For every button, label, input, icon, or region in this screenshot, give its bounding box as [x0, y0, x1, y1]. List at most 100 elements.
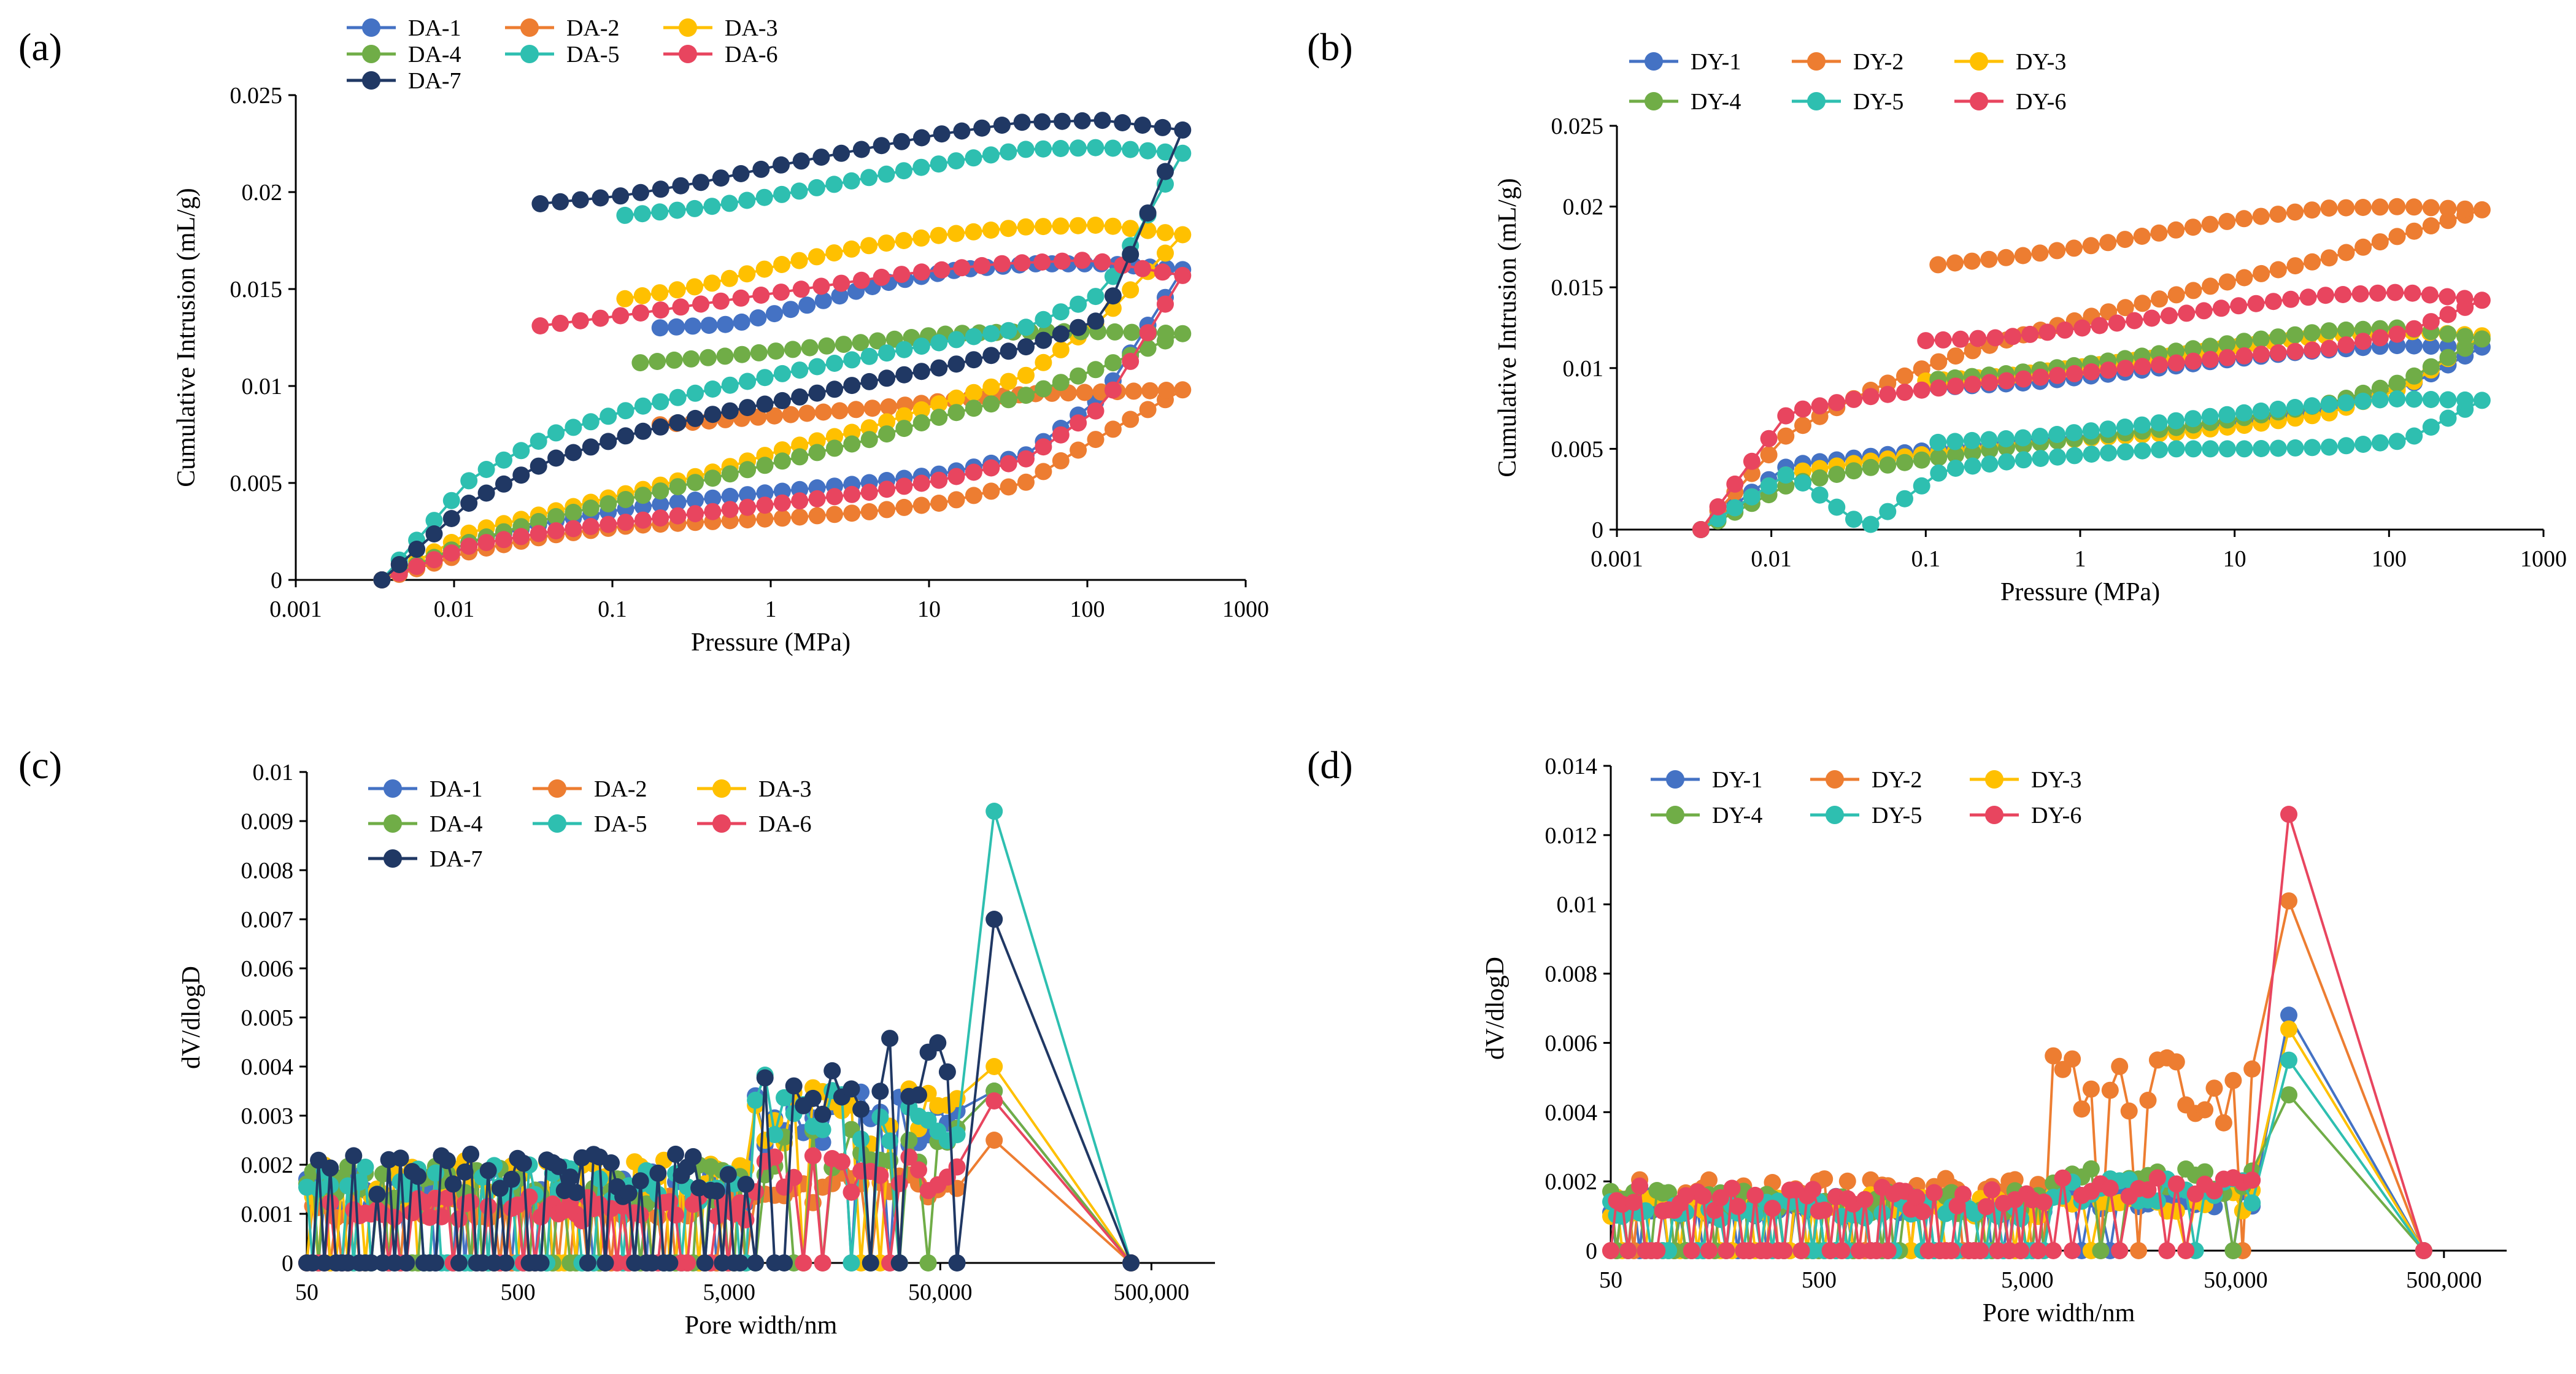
data-point-DY-6 — [1811, 397, 1829, 415]
data-point-DY-2 — [1946, 254, 1964, 272]
data-point-DA-7 — [460, 495, 478, 512]
data-point-DA-6 — [552, 314, 569, 332]
data-point-DY-6 — [2388, 325, 2406, 343]
data-point-DA-6 — [669, 507, 687, 525]
y-tick-label: 0.008 — [241, 858, 294, 884]
data-point-DY-2 — [2337, 199, 2355, 217]
data-point-DA-5 — [814, 1121, 831, 1138]
data-point-DA-5 — [721, 376, 739, 394]
data-point-DA-5 — [930, 155, 947, 173]
data-point-DY-2 — [2031, 244, 2049, 262]
data-point-DY-2 — [1794, 417, 1811, 434]
data-point-DA-3 — [1174, 226, 1192, 244]
data-point-DA-7 — [669, 414, 687, 431]
data-point-DY-5 — [2422, 419, 2440, 436]
data-point-DA-7 — [860, 372, 878, 390]
data-point-DA-6 — [708, 1207, 725, 1225]
data-point-DY-5 — [2243, 1194, 2261, 1212]
legend: DY-1 DY-2 DY-3 DY-4 DY-5 DY-6 — [1651, 767, 2081, 828]
data-point-DY-2 — [2151, 290, 2169, 308]
data-point-DY-4 — [1913, 451, 1930, 469]
data-point-DY-5 — [1811, 486, 1829, 504]
x-tick-label: 10 — [2223, 546, 2246, 572]
data-point-DA-7 — [592, 189, 609, 207]
data-point-DA-4 — [900, 1132, 918, 1149]
data-point-DA-3 — [616, 290, 634, 307]
y-tick-label: 0.008 — [1545, 962, 1598, 987]
data-point-DA-5 — [877, 165, 895, 183]
data-point-DA-5 — [1087, 139, 1105, 156]
data-point-DA-3 — [1017, 218, 1035, 236]
data-point-DA-7 — [561, 1168, 579, 1186]
data-point-DA-7 — [739, 399, 757, 417]
data-point-DY-6 — [2269, 344, 2287, 361]
data-point-DA-5 — [357, 1159, 374, 1176]
data-point-DY-2 — [2099, 234, 2117, 252]
data-point-DY-4 — [2196, 1163, 2214, 1181]
legend-marker-DY-1 — [1645, 52, 1663, 71]
data-point-DY-6 — [1986, 329, 2004, 347]
data-point-DA-7 — [1017, 338, 1035, 356]
legend-marker-DA-7 — [384, 849, 402, 868]
data-point-DA-6 — [1104, 381, 1122, 399]
data-point-DA-6 — [582, 518, 600, 535]
data-point-DA-5 — [1139, 142, 1157, 160]
data-point-DA-6 — [947, 468, 965, 485]
legend: DA-1 DA-2 DA-3 DA-4 DA-5 DA-6 DA-7 — [368, 776, 812, 872]
data-point-DY-2 — [1816, 1170, 1834, 1188]
data-point-DA-7 — [776, 1254, 793, 1272]
data-point-DY-5 — [2150, 414, 2168, 432]
data-point-DA-6 — [1157, 295, 1174, 313]
data-point-DA-6 — [433, 1208, 450, 1225]
data-point-DY-6 — [1760, 430, 1778, 447]
data-point-DA-5 — [687, 384, 704, 402]
data-point-DA-1 — [798, 296, 816, 314]
data-point-DA-5 — [878, 344, 896, 362]
legend-label-DA-5: DA-5 — [566, 42, 620, 68]
data-point-DA-6 — [1054, 252, 1071, 270]
data-point-DA-6 — [1133, 260, 1151, 277]
data-point-DA-7 — [704, 406, 722, 423]
data-point-DA-5 — [982, 325, 1000, 342]
data-point-DA-4 — [852, 334, 870, 352]
data-point-DA-6 — [1035, 438, 1052, 456]
data-point-DY-6 — [1913, 381, 1930, 399]
data-point-DA-6 — [408, 558, 426, 576]
legend-marker-DA-6 — [679, 45, 697, 63]
data-point-DY-5 — [2286, 399, 2304, 416]
data-point-DA-2 — [912, 496, 930, 514]
data-point-DA-7 — [1013, 114, 1031, 131]
data-point-DA-7 — [826, 380, 843, 398]
legend-label-DA-6: DA-6 — [758, 811, 812, 837]
data-point-DY-5 — [1981, 455, 1999, 473]
data-point-DA-2 — [843, 504, 861, 522]
data-point-DY-4 — [2337, 321, 2355, 339]
data-point-DY-6 — [2004, 328, 2021, 345]
data-point-DY-4 — [2224, 1242, 2242, 1259]
data-point-DY-6 — [1723, 1179, 1741, 1197]
data-point-DY-6 — [2253, 345, 2270, 363]
legend-label-DA-3: DA-3 — [758, 776, 812, 802]
data-point-DY-6 — [1619, 1242, 1637, 1259]
data-point-DY-6 — [2139, 1181, 2157, 1198]
series-DY-6 — [1692, 284, 2491, 538]
data-point-DY-2 — [1929, 256, 1947, 274]
data-point-DY-2 — [2252, 207, 2270, 225]
data-point-DA-6 — [442, 544, 460, 562]
data-point-DA-5 — [512, 442, 530, 460]
legend-marker-DA-3 — [679, 18, 697, 37]
data-point-DY-5 — [2422, 391, 2440, 408]
data-point-DY-5 — [2100, 444, 2118, 462]
data-point-DA-3 — [808, 248, 825, 266]
data-point-DY-2 — [1980, 250, 1998, 268]
data-point-DA-7 — [1093, 112, 1111, 129]
data-point-DA-5 — [826, 355, 843, 372]
data-point-DY-6 — [1602, 1242, 1619, 1259]
data-point-DA-6 — [993, 255, 1011, 272]
data-point-DA-1 — [749, 309, 767, 326]
data-point-DA-6 — [679, 1254, 696, 1272]
data-point-DY-5 — [2304, 439, 2321, 457]
data-point-DA-2 — [985, 1132, 1003, 1149]
data-point-DA-5 — [947, 152, 965, 170]
data-point-DA-4 — [652, 482, 669, 500]
